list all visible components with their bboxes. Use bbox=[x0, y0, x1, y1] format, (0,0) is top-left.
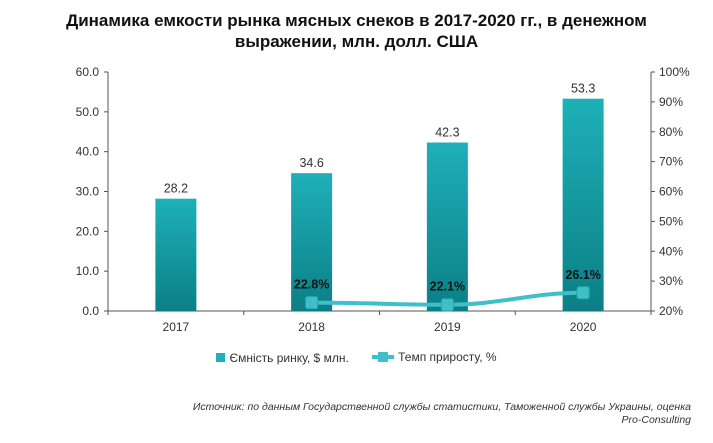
y-left-tick-label: 50.0 bbox=[76, 105, 100, 119]
legend-bar-swatch-icon bbox=[216, 353, 226, 362]
bar-data-label: 34.6 bbox=[299, 156, 323, 170]
y-right-tick-label: 20% bbox=[659, 304, 683, 318]
legend-line-swatch-icon bbox=[372, 352, 395, 362]
y-left-tick-label: 20.0 bbox=[76, 224, 100, 238]
source-line-2: Pro-Consulting bbox=[621, 414, 691, 426]
source-note: Источник: по данным Государственной служ… bbox=[193, 401, 691, 427]
x-tick-label: 2019 bbox=[434, 320, 461, 334]
y-right-tick-label: 40% bbox=[659, 244, 683, 258]
legend-item-line: Темп приросту, % bbox=[372, 350, 497, 364]
y-left-tick-label: 30.0 bbox=[76, 185, 100, 199]
bar-data-label: 53.3 bbox=[571, 82, 595, 96]
y-right-tick-label: 50% bbox=[659, 214, 683, 228]
growth-rate-point bbox=[305, 296, 319, 310]
bar bbox=[291, 173, 333, 311]
chart-legend: Ємність ринку, $ млн. Темп приросту, % bbox=[0, 350, 713, 365]
growth-rate-point bbox=[440, 298, 454, 312]
growth-rate-data-label: 22.1% bbox=[430, 280, 465, 294]
y-right-tick-label: 30% bbox=[659, 274, 683, 288]
growth-rate-point bbox=[576, 286, 590, 300]
x-tick-label: 2018 bbox=[298, 320, 325, 334]
x-tick-label: 2017 bbox=[163, 320, 190, 334]
y-left-tick-label: 60.0 bbox=[76, 65, 100, 79]
source-line-1: Источник: по данным Государственной служ… bbox=[192, 401, 691, 413]
growth-rate-data-label: 22.8% bbox=[294, 278, 329, 292]
legend-line-label: Темп приросту, % bbox=[398, 350, 497, 364]
chart-title-line-2: выражении, млн. долл. США bbox=[234, 32, 479, 51]
chart-title-line-1: Динамика емкости рынка мясных снеков в 2… bbox=[66, 11, 647, 30]
bar bbox=[562, 98, 604, 312]
growth-rate-data-label: 26.1% bbox=[565, 268, 600, 282]
bar-data-label: 28.2 bbox=[164, 182, 188, 196]
legend-item-bar: Ємність ринку, $ млн. bbox=[216, 350, 349, 365]
x-tick-label: 2020 bbox=[570, 320, 597, 334]
bar-data-label: 42.3 bbox=[435, 126, 459, 140]
y-left-tick-label: 0.0 bbox=[82, 304, 99, 318]
y-right-tick-label: 80% bbox=[659, 125, 683, 139]
legend-bar-label: Ємність ринку, $ млн. bbox=[229, 350, 349, 365]
y-right-tick-label: 90% bbox=[659, 95, 683, 109]
y-right-tick-label: 60% bbox=[659, 185, 683, 199]
bar bbox=[426, 142, 468, 311]
y-right-tick-label: 70% bbox=[659, 155, 683, 169]
y-left-tick-label: 40.0 bbox=[76, 145, 100, 159]
y-left-tick-label: 10.0 bbox=[76, 264, 100, 278]
chart-title: Динамика емкости рынка мясных снеков в 2… bbox=[0, 10, 713, 52]
bar bbox=[155, 198, 197, 311]
y-right-tick-label: 100% bbox=[659, 65, 690, 79]
